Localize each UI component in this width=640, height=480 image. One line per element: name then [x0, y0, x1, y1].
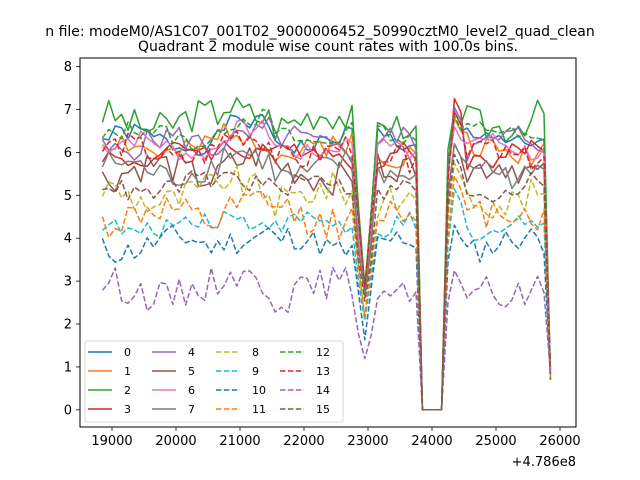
legend-label-14: 14 [316, 384, 330, 397]
legend-label-2: 2 [124, 384, 131, 397]
x-tick-label: 26000 [539, 434, 580, 449]
plot-area-frame [79, 57, 577, 428]
series-line-10 [101, 224, 552, 411]
series-layer [101, 97, 552, 411]
legend-label-0: 0 [124, 346, 131, 359]
legend-label-8: 8 [252, 346, 259, 359]
y-tick-label: 2 [64, 318, 72, 333]
y-axis: 0 1 2 3 4 5 6 7 8 [64, 60, 80, 418]
series-line-0 [102, 113, 552, 411]
series-line-12 [101, 108, 552, 411]
suptitle: n file: modeM0/AS1C07_001T02_9000006452_… [45, 24, 594, 40]
x-tick-label: 24000 [411, 434, 452, 449]
series-line-6 [101, 118, 552, 411]
legend-label-6: 6 [188, 384, 195, 397]
series-line-4 [101, 106, 552, 411]
series-line-7 [101, 143, 552, 411]
x-tick-label: 23000 [347, 434, 388, 449]
series-line-13 [101, 110, 552, 411]
x-offset-label: +4.786e8 [512, 455, 576, 470]
legend-label-3: 3 [124, 403, 131, 416]
legend-label-7: 7 [188, 403, 195, 416]
legend-frame [84, 340, 344, 423]
legend-label-5: 5 [188, 365, 195, 378]
chart-title: Quadrant 2 module wise count rates with … [138, 39, 518, 55]
y-tick-label: 1 [64, 360, 72, 375]
y-tick-label: 3 [64, 275, 72, 290]
legend-label-11: 11 [252, 403, 266, 416]
y-tick-label: 4 [64, 232, 72, 247]
series-line-11 [101, 175, 552, 411]
series-line-14 [101, 266, 552, 411]
series-line-2 [101, 97, 552, 411]
x-axis: 19000 20000 21000 22000 23000 24000 25000 26000 [91, 427, 581, 449]
x-tick-label: 21000 [219, 434, 260, 449]
y-tick-label: 6 [64, 146, 72, 161]
x-tick-label: 25000 [475, 434, 516, 449]
legend-label-12: 12 [316, 346, 330, 359]
x-tick-label: 19000 [91, 434, 132, 449]
series-line-9 [101, 188, 552, 411]
x-tick-label: 22000 [283, 434, 324, 449]
legend-label-4: 4 [188, 346, 195, 359]
series-line-15 [102, 153, 552, 411]
legend-label-1: 1 [124, 365, 131, 378]
legend-label-13: 13 [316, 365, 330, 378]
y-tick-label: 5 [64, 189, 72, 204]
legend-label-15: 15 [316, 403, 330, 416]
y-tick-label: 0 [64, 403, 72, 418]
series-line-5 [101, 143, 552, 411]
x-tick-label: 20000 [155, 434, 196, 449]
legend-label-9: 9 [252, 365, 259, 378]
legend-label-10: 10 [252, 384, 266, 397]
y-tick-label: 7 [64, 103, 72, 118]
y-tick-label: 8 [64, 60, 72, 75]
